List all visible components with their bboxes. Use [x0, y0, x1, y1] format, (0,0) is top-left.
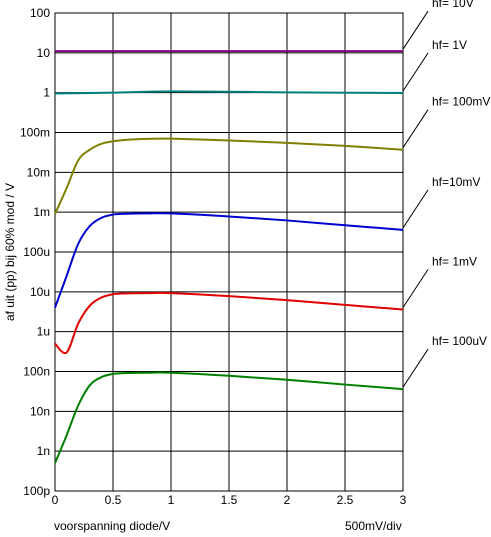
callout-line [402, 348, 429, 388]
callout-line [402, 52, 429, 92]
series-label: hf= 100uV [432, 334, 487, 348]
x-tick-label: 0.5 [105, 493, 122, 507]
series-label: hf= 1V [432, 38, 467, 52]
y-tick-label: 100p [23, 484, 50, 498]
series-label: hf= 10V [432, 0, 474, 10]
callout-line [402, 189, 429, 229]
series-line [54, 212, 404, 309]
x-tick-label: 1.5 [221, 493, 238, 507]
x-tick-label: 2.5 [337, 493, 354, 507]
series-label: hf= 1mV [432, 255, 477, 269]
y-tick-label: 10u [30, 285, 50, 299]
callout-line [402, 269, 429, 308]
y-tick-label: 100m [20, 126, 50, 140]
series-line [54, 137, 404, 215]
series-line [54, 371, 404, 464]
y-tick-label: 10n [30, 404, 50, 418]
plot-frame [54, 12, 404, 492]
y-tick-label: 1 [43, 86, 50, 100]
y-tick-label: 1u [37, 325, 50, 339]
x-tick-label: 0 [52, 493, 59, 507]
x-axis-label: voorspanning diode/V [54, 519, 170, 533]
series-label: hf=10mV [432, 175, 480, 189]
series-line [54, 90, 404, 95]
callout-line [402, 109, 429, 148]
y-tick-label: 10m [27, 165, 50, 179]
series-line [54, 291, 404, 355]
y-tick-label: 1m [33, 205, 50, 219]
series-label: hf= 100mV [432, 95, 490, 109]
tick-labels: 0 0.5 1 1.5 2 2.5 3 100 10 1 100m 10m 1m 100u 10u 1u 100… [20, 6, 407, 507]
y-tick-label: 100n [23, 365, 50, 379]
legend-callouts: hf= 10V hf= 1V hf= 100mV hf=10mV hf= 1mV hf= … [402, 0, 490, 388]
y-axis-label: af uit (pp) bij 60% mod / V [3, 183, 17, 321]
x-tick-label: 1 [168, 493, 175, 507]
y-tick-label: 1n [37, 444, 50, 458]
x-tick-label: 2 [284, 493, 291, 507]
y-tick-label: 100 [30, 6, 50, 20]
scale-note: 500mV/div [345, 519, 402, 533]
x-tick-label: 3 [400, 493, 407, 507]
callout-line [402, 10, 429, 50]
y-tick-label: 100u [23, 245, 50, 259]
series-lines [54, 50, 404, 464]
grid [54, 12, 404, 492]
y-tick-label: 10 [37, 46, 51, 60]
